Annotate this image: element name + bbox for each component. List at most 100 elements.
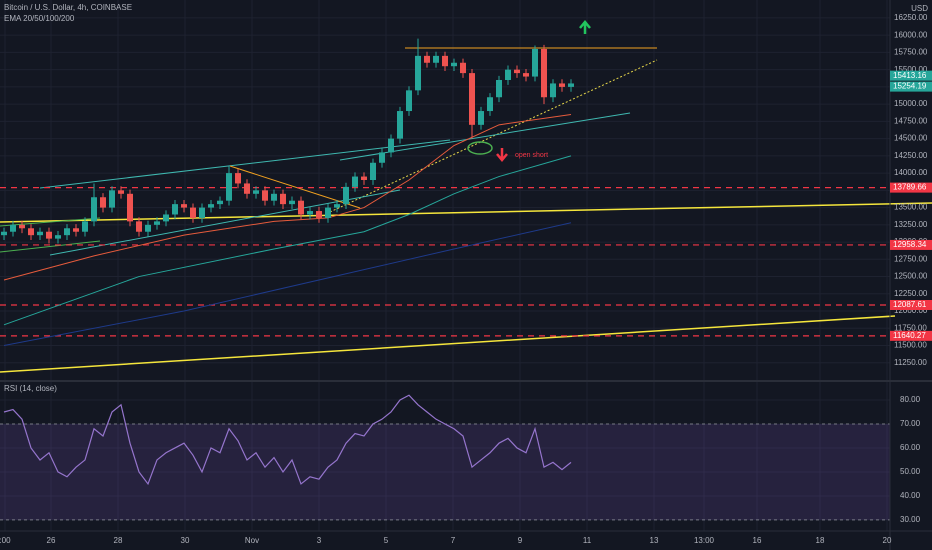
y-tick-label: 15000.00	[894, 99, 928, 108]
y-tick-label: 40.00	[900, 491, 921, 500]
candle-body	[1, 231, 7, 236]
rsi-line	[3, 394, 572, 486]
y-tick-label: 14750.00	[894, 116, 928, 125]
candle-body	[307, 211, 313, 215]
candle-body	[181, 204, 187, 208]
candle-body	[100, 197, 106, 208]
candle-body	[469, 73, 475, 125]
candle-body	[325, 207, 331, 218]
level-label: 12087.61	[893, 300, 927, 309]
candle-body	[145, 224, 151, 232]
candle-body	[388, 138, 394, 153]
candle-body	[19, 224, 25, 229]
price-label-bg	[890, 81, 932, 92]
candle-body	[127, 193, 133, 222]
level-label: 11640.27	[893, 331, 926, 340]
candle-body	[523, 73, 529, 77]
candle-body	[343, 186, 349, 205]
trend-line	[0, 240, 101, 253]
candle-body	[226, 173, 232, 201]
x-tick-label: 20	[883, 536, 892, 545]
y-tick-label: 14250.00	[894, 151, 928, 160]
y-tick-label: 11750.00	[894, 323, 927, 332]
candle-body	[199, 207, 205, 218]
x-tick-label: 13:00	[694, 536, 715, 545]
y-tick-label: 14000.00	[894, 168, 928, 177]
rsi-title: RSI (14, close)	[4, 384, 57, 393]
rsi-band	[0, 423, 890, 520]
candle-body	[163, 214, 169, 222]
candle-body	[136, 221, 142, 232]
level-label: 13789.66	[893, 183, 927, 192]
ema-line	[3, 155, 572, 326]
x-tick-label: :00	[0, 536, 11, 545]
price-label-bg	[890, 70, 932, 81]
candle-body	[109, 190, 115, 208]
candle-body	[550, 83, 556, 98]
candle-body	[289, 200, 295, 205]
y-tick-label: 80.00	[900, 395, 921, 404]
level-label-bg	[890, 299, 932, 310]
x-tick-label: 5	[384, 536, 389, 545]
trend-line	[329, 59, 658, 213]
wedge-line	[229, 165, 361, 209]
candle-body	[208, 204, 214, 208]
x-tick-label: 26	[47, 536, 56, 545]
price-label: 15254.19	[893, 82, 927, 91]
candle-body	[406, 90, 412, 112]
candle-body	[370, 162, 376, 180]
candle-body	[235, 173, 241, 184]
x-tick-label: 30	[181, 536, 190, 545]
candle-body	[559, 83, 565, 87]
candle-body	[505, 69, 511, 80]
level-label-bg	[890, 330, 932, 341]
chart-title: Bitcoin / U.S. Dollar, 4h, COINBASE	[4, 3, 132, 12]
candle-body	[217, 200, 223, 205]
level-label-bg	[890, 182, 932, 193]
x-tick-label: 7	[451, 536, 456, 545]
y-tick-label: 12750.00	[894, 254, 928, 263]
candle-body	[55, 235, 61, 239]
candle-body	[271, 193, 277, 201]
y-tick-label: 50.00	[900, 467, 921, 476]
annotation: open short	[515, 152, 548, 159]
candle-body	[352, 176, 358, 187]
y-axis-label: USD	[911, 4, 928, 13]
ema-line	[3, 222, 572, 347]
candle-body	[37, 231, 43, 236]
x-tick-label: 16	[753, 536, 762, 545]
x-tick-label: 3	[317, 536, 322, 545]
y-tick-label: 16250.00	[894, 13, 928, 22]
up-arrow	[579, 20, 591, 34]
y-tick-label: 15750.00	[894, 48, 928, 57]
x-tick-label: 9	[518, 536, 523, 545]
candle-body	[379, 152, 385, 163]
down-arrow	[496, 148, 508, 162]
candle-body	[442, 55, 448, 67]
y-tick-label: 30.00	[900, 515, 921, 524]
y-tick-label: 70.00	[900, 419, 921, 428]
candle-body	[541, 48, 547, 98]
candle-body	[154, 221, 160, 225]
candle-body	[118, 190, 124, 194]
level-label: 12958.34	[893, 240, 927, 249]
price-label: 15413.16	[893, 71, 927, 80]
ema-line	[3, 113, 572, 281]
candle-body	[46, 231, 52, 239]
y-tick-label: 13500.00	[894, 203, 928, 212]
y-tick-label: 16000.00	[894, 30, 928, 39]
x-tick-label: 13	[650, 536, 659, 545]
candle-body	[172, 204, 178, 215]
candle-body	[532, 48, 538, 77]
x-tick-label: Nov	[245, 536, 259, 545]
y-tick-label: 12500.00	[894, 272, 928, 281]
x-tick-label: 11	[583, 536, 592, 545]
candle-body	[496, 80, 502, 98]
candle-body	[415, 55, 421, 91]
candle-body	[28, 228, 34, 236]
candle-body	[424, 55, 430, 63]
candle-body	[91, 197, 97, 222]
plot	[0, 38, 890, 521]
